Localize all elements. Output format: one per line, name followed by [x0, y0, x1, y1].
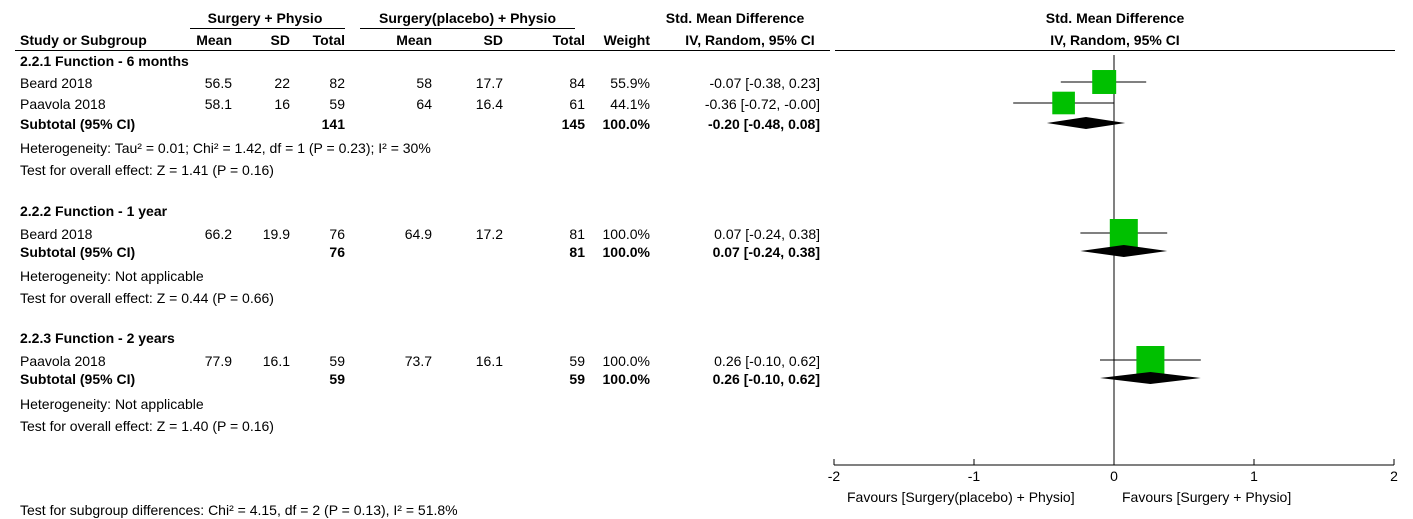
plot-title: Std. Mean Difference [1045, 10, 1185, 26]
subtotal-ci: 0.26 [-0.10, 0.62] [712, 371, 820, 387]
sd2-cell: 17.2 [475, 226, 503, 242]
subgroup-title: 2.2.2 Function - 1 year [20, 203, 168, 219]
total2-cell: 84 [569, 75, 585, 91]
x-tick-label: 0 [1110, 468, 1118, 484]
study-marker [1136, 346, 1165, 374]
favours-right-label: Favours [Surgery + Physio] [1122, 489, 1292, 505]
study-name: Beard 2018 [20, 75, 93, 91]
subtotal-weight: 100.0% [602, 371, 650, 387]
sd2-cell: 16.4 [475, 96, 503, 112]
mean2-cell: 58 [416, 75, 432, 91]
ci-cell: -0.36 [-0.72, -0.00] [704, 96, 820, 112]
subtotal-total1: 141 [321, 116, 345, 132]
study-name: Beard 2018 [20, 226, 93, 242]
subtotal-ci: -0.20 [-0.48, 0.08] [707, 116, 820, 132]
subgroup-title: 2.2.1 Function - 6 months [20, 53, 189, 69]
sd1-cell: 22 [274, 75, 290, 91]
mean2-cell: 64.9 [404, 226, 432, 242]
sd2-cell: 17.7 [475, 75, 503, 91]
subtotal-diamond [1046, 117, 1126, 129]
x-tick-label: 1 [1250, 468, 1258, 484]
ci-cell: 0.26 [-0.10, 0.62] [714, 353, 820, 369]
mean1-header: Mean [196, 32, 232, 48]
subtotal-total2: 81 [569, 244, 585, 260]
subtotal-total2: 145 [561, 116, 585, 132]
total2-cell: 61 [569, 96, 585, 112]
subgroup-title: 2.2.3 Function - 2 years [20, 330, 175, 346]
total1-cell: 59 [329, 353, 345, 369]
ci-cell: -0.07 [-0.38, 0.23] [709, 75, 820, 91]
smd-method-header: IV, Random, 95% CI [685, 32, 815, 48]
study-marker [1052, 91, 1075, 115]
heterogeneity-text: Heterogeneity: Tau² = 0.01; Chi² = 1.42,… [20, 140, 431, 156]
group1-header-rule [190, 28, 345, 29]
subtotal-weight: 100.0% [602, 116, 650, 132]
group1-header: Surgery + Physio [207, 10, 323, 26]
mean2-header: Mean [396, 32, 432, 48]
sd1-cell: 16 [274, 96, 290, 112]
x-tick-label: 2 [1390, 468, 1398, 484]
header-rule-plot [835, 50, 1395, 51]
mean1-cell: 77.9 [204, 353, 232, 369]
heterogeneity-text: Heterogeneity: Not applicable [20, 396, 204, 412]
sd1-cell: 19.9 [262, 226, 290, 242]
x-tick-label: -1 [968, 468, 981, 484]
total2-cell: 81 [569, 226, 585, 242]
overall-effect-text: Test for overall effect: Z = 0.44 (P = 0… [20, 290, 274, 306]
subtotal-total1: 59 [329, 371, 345, 387]
favours-left-label: Favours [Surgery(placebo) + Physio] [847, 489, 1075, 505]
overall-effect-text: Test for overall effect: Z = 1.41 (P = 0… [20, 162, 274, 178]
subtotal-total1: 76 [329, 244, 345, 260]
group2-header-rule [360, 28, 575, 29]
study-marker [1109, 219, 1138, 247]
total1-cell: 76 [329, 226, 345, 242]
mean2-cell: 64 [416, 96, 432, 112]
study-header: Study or Subgroup [20, 32, 147, 48]
mean1-cell: 66.2 [204, 226, 232, 242]
sd2-header: SD [483, 32, 503, 48]
header-rule-table [15, 50, 830, 51]
mean2-cell: 73.7 [404, 353, 432, 369]
sd2-cell: 16.1 [475, 353, 503, 369]
study-name: Paavola 2018 [20, 96, 106, 112]
weight-cell: 100.0% [602, 353, 650, 369]
subgroup-differences-text: Test for subgroup differences: Chi² = 4.… [20, 502, 458, 518]
subtotal-diamond [1100, 372, 1201, 384]
study-name: Paavola 2018 [20, 353, 106, 369]
weight-header: Weight [603, 32, 650, 48]
weight-cell: 100.0% [602, 226, 650, 242]
total1-cell: 82 [329, 75, 345, 91]
study-marker [1092, 70, 1117, 94]
total1-header: Total [312, 32, 345, 48]
ci-cell: 0.07 [-0.24, 0.38] [714, 226, 820, 242]
subtotal-total2: 59 [569, 371, 585, 387]
subtotal-label: Subtotal (95% CI) [20, 371, 136, 387]
total2-header: Total [552, 32, 585, 48]
subtotal-diamond [1080, 245, 1168, 257]
total2-cell: 59 [569, 353, 585, 369]
weight-cell: 44.1% [610, 96, 650, 112]
mean1-cell: 58.1 [204, 96, 232, 112]
subtotal-label: Subtotal (95% CI) [20, 116, 136, 132]
overall-effect-text: Test for overall effect: Z = 1.40 (P = 0… [20, 418, 274, 434]
sd1-cell: 16.1 [262, 353, 290, 369]
subtotal-label: Subtotal (95% CI) [20, 244, 136, 260]
smd-title: Std. Mean Difference [665, 10, 805, 26]
subtotal-ci: 0.07 [-0.24, 0.38] [712, 244, 820, 260]
heterogeneity-text: Heterogeneity: Not applicable [20, 268, 204, 284]
group2-header: Surgery(placebo) + Physio [379, 10, 556, 26]
sd1-header: SD [270, 32, 290, 48]
subtotal-weight: 100.0% [602, 244, 650, 260]
x-tick-label: -2 [828, 468, 841, 484]
mean1-cell: 56.5 [204, 75, 232, 91]
plot-method-header: IV, Random, 95% CI [1050, 32, 1180, 48]
weight-cell: 55.9% [610, 75, 650, 91]
total1-cell: 59 [329, 96, 345, 112]
